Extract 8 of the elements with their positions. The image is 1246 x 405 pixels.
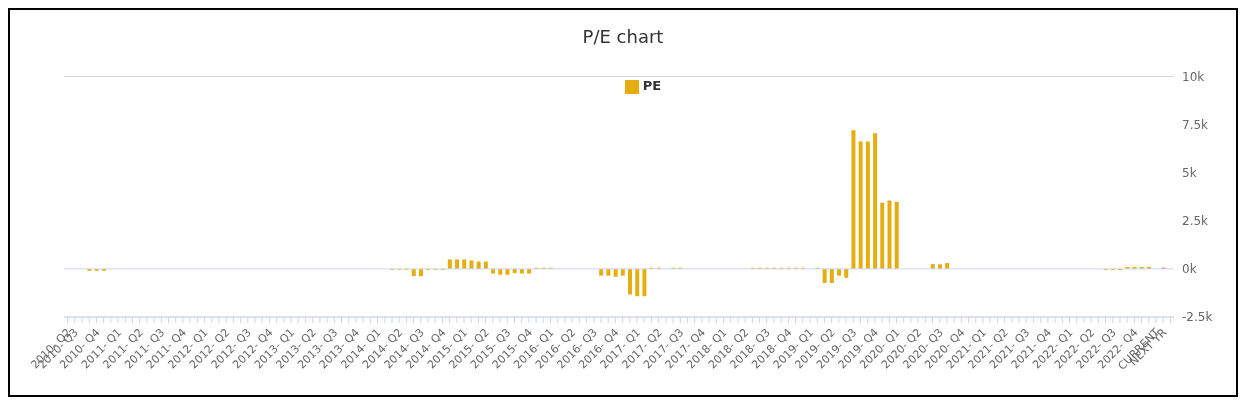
y-tick-label: 7.5k [1182, 117, 1209, 132]
chart-title: P/E chart [581, 26, 665, 47]
y-tick-label: -2.5k [1182, 310, 1213, 325]
legend-label: PE [642, 78, 662, 93]
y-tick-label: 10k [1182, 69, 1205, 84]
y-tick-label: 2.5k [1182, 214, 1209, 229]
y-tick-label: 0k [1182, 262, 1197, 277]
y-tick-label: 5k [1182, 165, 1197, 180]
